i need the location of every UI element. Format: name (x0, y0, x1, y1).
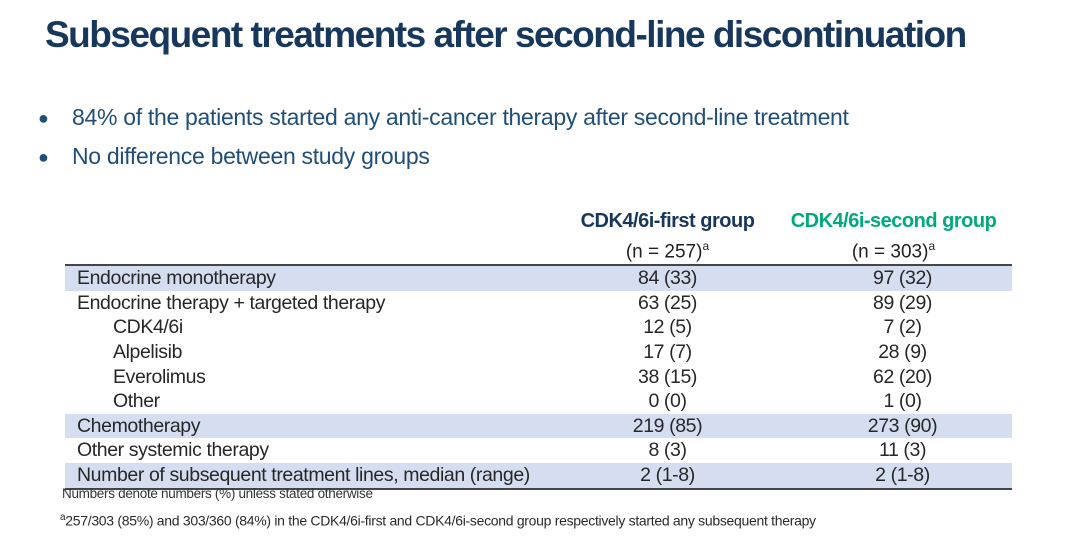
cell-first-group: 38 (15) (638, 365, 697, 388)
column-header-second-group: CDK4/6i-second group (n = 303)a (775, 209, 1012, 264)
row-label: Number of subsequent treatment lines, me… (77, 463, 530, 486)
cell-first-group: 0 (0) (648, 390, 687, 413)
cell-first-group: 12 (5) (643, 316, 692, 339)
cell-second-group: 62 (20) (873, 365, 932, 388)
table-row: Alpelisib 17 (7) 28 (9) (65, 340, 1012, 365)
cell-second-group: 89 (29) (873, 291, 932, 314)
table-body: Endocrine monotherapy 84 (33) 97 (32) Endoc… (65, 264, 1012, 490)
subsequent-treatments-table: CDK4/6i-first group (n = 257)a CDK4/6i-s… (65, 209, 1012, 490)
cell-second-group: 97 (32) (873, 267, 932, 290)
second-group-n: (n = 303)a (851, 239, 936, 263)
table-row: Endocrine therapy + targeted therapy 63 (… (65, 291, 1012, 316)
list-item: ● 84% of the patients started any anti-c… (38, 104, 849, 132)
bullet-text: No difference between study groups (72, 143, 430, 169)
first-group-label: CDK4/6i-first group (580, 210, 755, 232)
cell-second-group: 28 (9) (878, 340, 927, 363)
row-label: CDK4/6i (113, 316, 183, 339)
footnote-marker: a (702, 239, 710, 253)
table-row: Other 0 (0) 1 (0) (65, 389, 1012, 414)
page-title: Subsequent treatments after second-line … (45, 14, 967, 55)
row-label: Endocrine monotherapy (77, 267, 276, 290)
header-spacer (65, 209, 560, 264)
cell-second-group: 273 (90) (867, 414, 938, 437)
first-group-n: (n = 257)a (625, 239, 710, 263)
cell-first-group: 63 (25) (638, 291, 697, 314)
footnote-marker: a (60, 512, 66, 523)
row-label: Other systemic therapy (77, 439, 269, 462)
bullet-list: ● 84% of the patients started any anti-c… (38, 104, 849, 182)
table-row: Other systemic therapy 8 (3) 11 (3) (65, 438, 1012, 463)
column-header-first-group: CDK4/6i-first group (n = 257)a (560, 209, 775, 264)
cell-first-group: 8 (3) (648, 439, 687, 462)
footnote-marker: a (928, 239, 936, 253)
bullet-icon: ● (38, 147, 49, 167)
cell-first-group: 219 (85) (632, 414, 703, 437)
cell-first-group: 2 (1-8) (640, 463, 695, 486)
footnote-a: a257/303 (85%) and 303/360 (84%) in the … (60, 512, 816, 529)
row-label: Other (113, 390, 160, 413)
bullet-text: 84% of the patients started any anti-can… (72, 104, 849, 130)
bullet-icon: ● (38, 108, 49, 128)
row-label: Alpelisib (113, 340, 183, 363)
cell-first-group: 84 (33) (638, 267, 697, 290)
cell-second-group: 2 (1-8) (875, 463, 930, 486)
cell-second-group: 11 (3) (878, 439, 927, 462)
list-item: ● No difference between study groups (38, 143, 849, 171)
footnote-general: Numbers denote numbers (%) unless stated… (62, 486, 373, 501)
table-row: Number of subsequent treatment lines, me… (65, 463, 1012, 488)
second-group-label: CDK4/6i-second group (790, 210, 997, 232)
table-row: CDK4/6i 12 (5) 7 (2) (65, 316, 1012, 341)
row-label: Endocrine therapy + targeted therapy (77, 291, 386, 314)
cell-second-group: 7 (2) (883, 316, 922, 339)
table-header: CDK4/6i-first group (n = 257)a CDK4/6i-s… (65, 209, 1012, 264)
row-label: Chemotherapy (77, 414, 201, 437)
row-label: Everolimus (113, 365, 206, 388)
cell-second-group: 1 (0) (883, 390, 922, 413)
table-row: Chemotherapy 219 (85) 273 (90) (65, 413, 1012, 439)
table-row: Endocrine monotherapy 84 (33) 97 (32) (65, 266, 1012, 291)
cell-first-group: 17 (7) (643, 340, 692, 363)
table-row: Everolimus 38 (15) 62 (20) (65, 365, 1012, 390)
